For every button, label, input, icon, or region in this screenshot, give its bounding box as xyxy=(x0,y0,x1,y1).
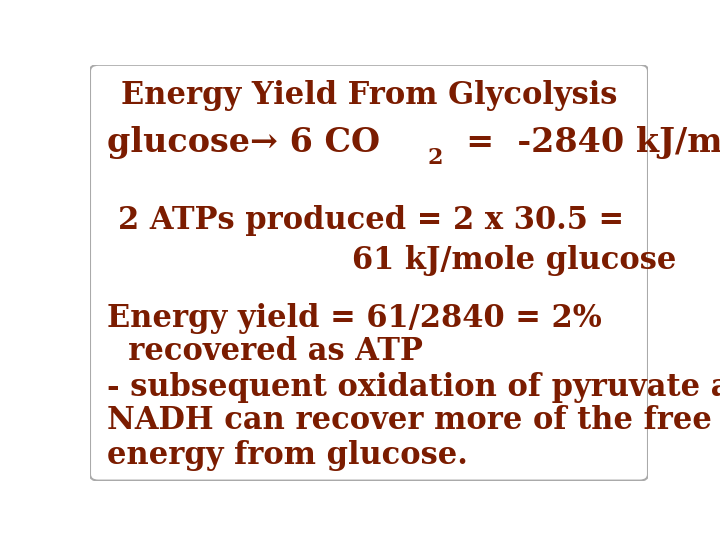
FancyBboxPatch shape xyxy=(90,65,648,481)
Text: =  -2840 kJ/mole: = -2840 kJ/mole xyxy=(444,126,720,159)
Text: 2 ATPs produced = 2 x 30.5 =: 2 ATPs produced = 2 x 30.5 = xyxy=(118,205,624,236)
Text: NADH can recover more of the free: NADH can recover more of the free xyxy=(107,405,711,436)
Text: recovered as ATP: recovered as ATP xyxy=(107,336,423,367)
Text: glucose→ 6 CO: glucose→ 6 CO xyxy=(107,126,379,159)
Text: Energy Yield From Glycolysis: Energy Yield From Glycolysis xyxy=(121,80,617,111)
Text: energy from glucose.: energy from glucose. xyxy=(107,440,467,471)
Text: 61 kJ/mole glucose: 61 kJ/mole glucose xyxy=(352,245,677,276)
Text: 2: 2 xyxy=(428,147,443,169)
Text: Energy yield = 61/2840 = 2%: Energy yield = 61/2840 = 2% xyxy=(107,303,601,334)
Text: - subsequent oxidation of pyruvate and: - subsequent oxidation of pyruvate and xyxy=(107,372,720,402)
